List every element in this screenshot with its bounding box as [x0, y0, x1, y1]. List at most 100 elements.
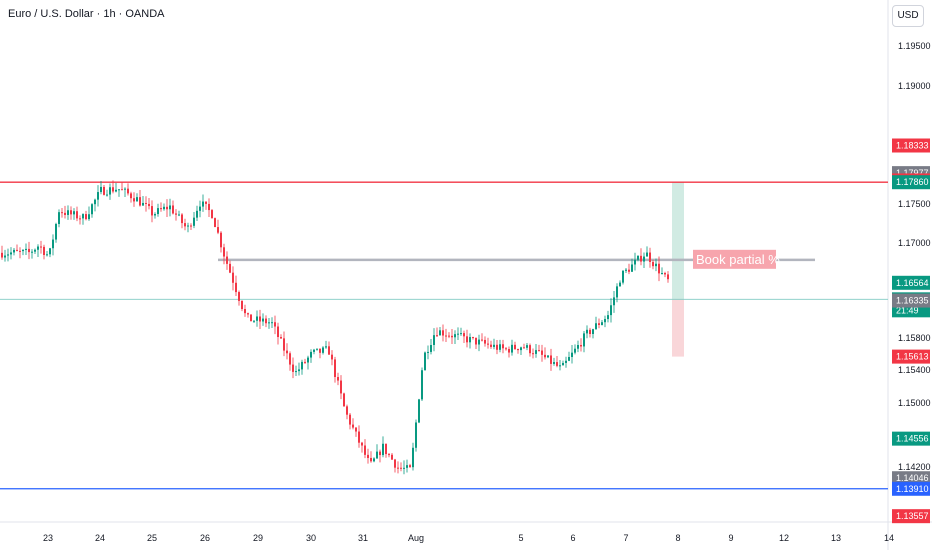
candle-body: [61, 212, 63, 214]
candle-body: [4, 255, 6, 258]
candle-body: [388, 454, 390, 456]
price-badge-label: 1.15613: [896, 352, 929, 362]
candle-body: [310, 351, 312, 358]
candle-body: [448, 335, 450, 337]
candle-body: [88, 214, 90, 220]
candle-body: [286, 350, 288, 354]
candle-body: [223, 247, 225, 257]
candle-body: [253, 320, 255, 322]
candle-body: [643, 256, 645, 262]
x-tick-label: 26: [200, 533, 210, 543]
candle-body: [190, 225, 192, 227]
price-badge: [892, 175, 930, 190]
candle-body: [496, 344, 498, 350]
candle-body: [460, 333, 462, 335]
candle-body: [664, 273, 666, 275]
candle-body: [136, 197, 138, 202]
x-tick-label: 9: [728, 533, 733, 543]
candle-body: [304, 361, 306, 363]
price-badge-label: 1.13557: [896, 511, 929, 521]
candle-body: [220, 232, 222, 248]
candle-body: [322, 347, 324, 353]
candle-body: [85, 214, 87, 220]
x-tick-label: 25: [147, 533, 157, 543]
candle-body: [451, 335, 453, 338]
candle-body: [439, 330, 441, 336]
y-tick-label: 1.17500: [898, 199, 931, 209]
candle-body: [151, 206, 153, 216]
candle-body: [391, 454, 393, 460]
price-badge: [892, 431, 930, 446]
x-tick-label: 6: [570, 533, 575, 543]
candle-body: [631, 264, 633, 272]
candle-body: [628, 269, 630, 272]
candle-body: [337, 377, 339, 381]
candle-body: [619, 282, 621, 287]
candle-body: [121, 189, 123, 191]
candle-body: [100, 186, 102, 193]
candle-body: [124, 188, 126, 190]
candle-body: [154, 214, 156, 216]
candle-body: [313, 349, 315, 352]
candle-body: [13, 249, 15, 253]
candle-body: [385, 443, 387, 455]
candle-body: [370, 457, 372, 462]
price-badge: [892, 275, 930, 290]
candle-body: [604, 319, 606, 323]
candle-body: [484, 339, 486, 344]
candle-body: [55, 223, 57, 240]
candle-body: [325, 346, 327, 348]
candle-body: [265, 318, 267, 324]
candle-body: [43, 246, 45, 256]
candle-body: [94, 199, 96, 205]
candle-body: [610, 305, 612, 316]
candle-body: [349, 414, 351, 425]
x-tick-label: 24: [95, 533, 105, 543]
candle-body: [244, 309, 246, 314]
stop-zone: [672, 299, 684, 357]
price-badge-label: 1.13910: [896, 484, 929, 494]
candle-body: [112, 187, 114, 192]
candle-body: [547, 355, 549, 358]
price-badge-label: 1.17977: [896, 168, 929, 178]
x-tick-label: 7: [623, 533, 628, 543]
candle-body: [115, 189, 117, 192]
candle-body: [259, 316, 261, 322]
price-badge: [892, 138, 930, 153]
candle-body: [118, 189, 120, 191]
candle-body: [235, 282, 237, 293]
candle-body: [607, 315, 609, 320]
y-tick-label: 1.14200: [898, 462, 931, 472]
candle-body: [238, 292, 240, 301]
candle-body: [373, 458, 375, 462]
candle-body: [634, 259, 636, 265]
candle-body: [7, 254, 9, 256]
candle-body: [367, 454, 369, 458]
candle-body: [217, 227, 219, 233]
candles-group: [1, 180, 669, 475]
candle-body: [583, 333, 585, 347]
candle-body: [646, 252, 648, 257]
candle-body: [208, 203, 210, 211]
candle-body: [166, 206, 168, 210]
x-tick-label: 29: [253, 533, 263, 543]
candle-body: [79, 218, 81, 220]
candle-body: [301, 361, 303, 370]
candle-body: [442, 330, 444, 336]
candle-body: [292, 364, 294, 372]
candle-body: [331, 354, 333, 360]
candle-body: [613, 297, 615, 306]
candle-body: [205, 201, 207, 204]
candle-body: [22, 249, 24, 252]
candle-body: [247, 313, 249, 315]
candle-body: [556, 362, 558, 366]
currency-button[interactable]: USD: [892, 5, 924, 27]
x-tick-label: 30: [306, 533, 316, 543]
candle-body: [82, 214, 84, 219]
candle-body: [103, 186, 105, 195]
candle-body: [454, 334, 456, 338]
candle-body: [340, 380, 342, 394]
candle-body: [433, 335, 435, 346]
price-badge-countdown: 21:49: [896, 305, 919, 315]
